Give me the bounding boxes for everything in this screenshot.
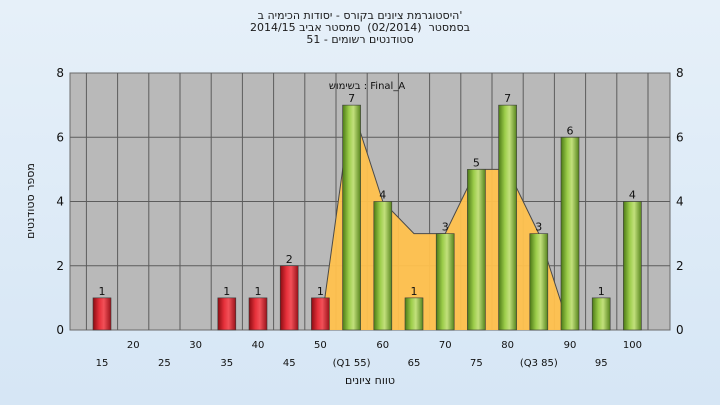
bar-95 (591, 297, 611, 331)
bar-65 (404, 297, 424, 331)
bar-90 (560, 136, 580, 331)
bar-75 (467, 169, 486, 331)
y-tick-label-left: 0 (56, 323, 64, 337)
x-tick-label: 35 (220, 358, 233, 369)
title-line-2: בסמסטר (02/2014) סמסטר אביב 2014/15 (249, 21, 471, 34)
x-tick-label: (Q1 55) (333, 358, 371, 369)
data-label-85: 3 (535, 221, 542, 234)
bar-35 (217, 297, 237, 331)
data-label-15: 1 (99, 285, 106, 298)
bar-85 (529, 233, 549, 331)
bar-15 (92, 297, 112, 331)
bar-60 (373, 201, 393, 331)
x-axis-title: טווח ציונים (345, 374, 395, 387)
chart-title: היסטוגרמת ציונים בקורס - יסודות הכימיה ב… (0, 10, 720, 46)
data-label-60: 4 (379, 189, 386, 202)
x-tick-label: 80 (501, 340, 514, 351)
x-tick-label: 40 (252, 340, 265, 351)
x-tick-label: (Q3 85) (520, 358, 558, 369)
bar-80 (498, 104, 517, 331)
x-tick-label: 45 (283, 358, 296, 369)
data-label-100: 4 (629, 189, 636, 202)
bar-100 (623, 201, 642, 331)
data-label-55: 7 (348, 92, 355, 105)
y-tick-label-right: 8 (676, 66, 684, 80)
y-tick-label-right: 6 (676, 130, 684, 144)
x-tick-label: 90 (564, 340, 577, 351)
data-label-40: 1 (255, 285, 262, 298)
title-line-1: היסטוגרמת ציונים בקורס - יסודות הכימיה ב… (257, 9, 463, 22)
data-label-95: 1 (598, 285, 605, 298)
data-label-50: 1 (317, 285, 324, 298)
bar-50 (311, 297, 330, 331)
y-tick-label-left: 6 (56, 130, 64, 144)
bar-45 (279, 265, 299, 331)
data-label-80: 7 (504, 92, 511, 105)
x-tick-label: 60 (376, 340, 389, 351)
x-tick-label: 70 (439, 340, 452, 351)
data-label-45: 2 (286, 253, 293, 266)
y-tick-label-left: 8 (56, 66, 64, 80)
x-tick-label: 15 (96, 358, 109, 369)
x-tick-label: 30 (189, 340, 202, 351)
x-tick-label: 65 (408, 358, 421, 369)
x-tick-label: 95 (595, 358, 608, 369)
y-tick-label-left: 4 (56, 195, 64, 209)
y-axis-title: מספר סטודנטים (24, 163, 37, 239)
x-tick-label: 75 (470, 358, 483, 369)
y-tick-label-right: 4 (676, 195, 684, 209)
data-label-70: 3 (442, 221, 449, 234)
bar-55 (342, 104, 361, 331)
title-line-3: 51 - סטודנטים רשומים (306, 33, 414, 46)
x-tick-label: 20 (127, 340, 140, 351)
bar-70 (435, 233, 455, 331)
legend-label: בשימוש : Final_A (329, 81, 405, 92)
y-tick-label-left: 2 (56, 259, 64, 273)
data-label-65: 1 (411, 285, 418, 298)
data-label-35: 1 (223, 285, 230, 298)
y-tick-label-right: 2 (676, 259, 684, 273)
y-tick-label-right: 0 (676, 323, 684, 337)
data-label-90: 6 (567, 124, 574, 137)
x-tick-label: 100 (623, 340, 642, 351)
data-label-75: 5 (473, 156, 480, 169)
bar-40 (248, 297, 268, 331)
x-tick-label: 50 (314, 340, 327, 351)
x-tick-label: 25 (158, 358, 171, 369)
